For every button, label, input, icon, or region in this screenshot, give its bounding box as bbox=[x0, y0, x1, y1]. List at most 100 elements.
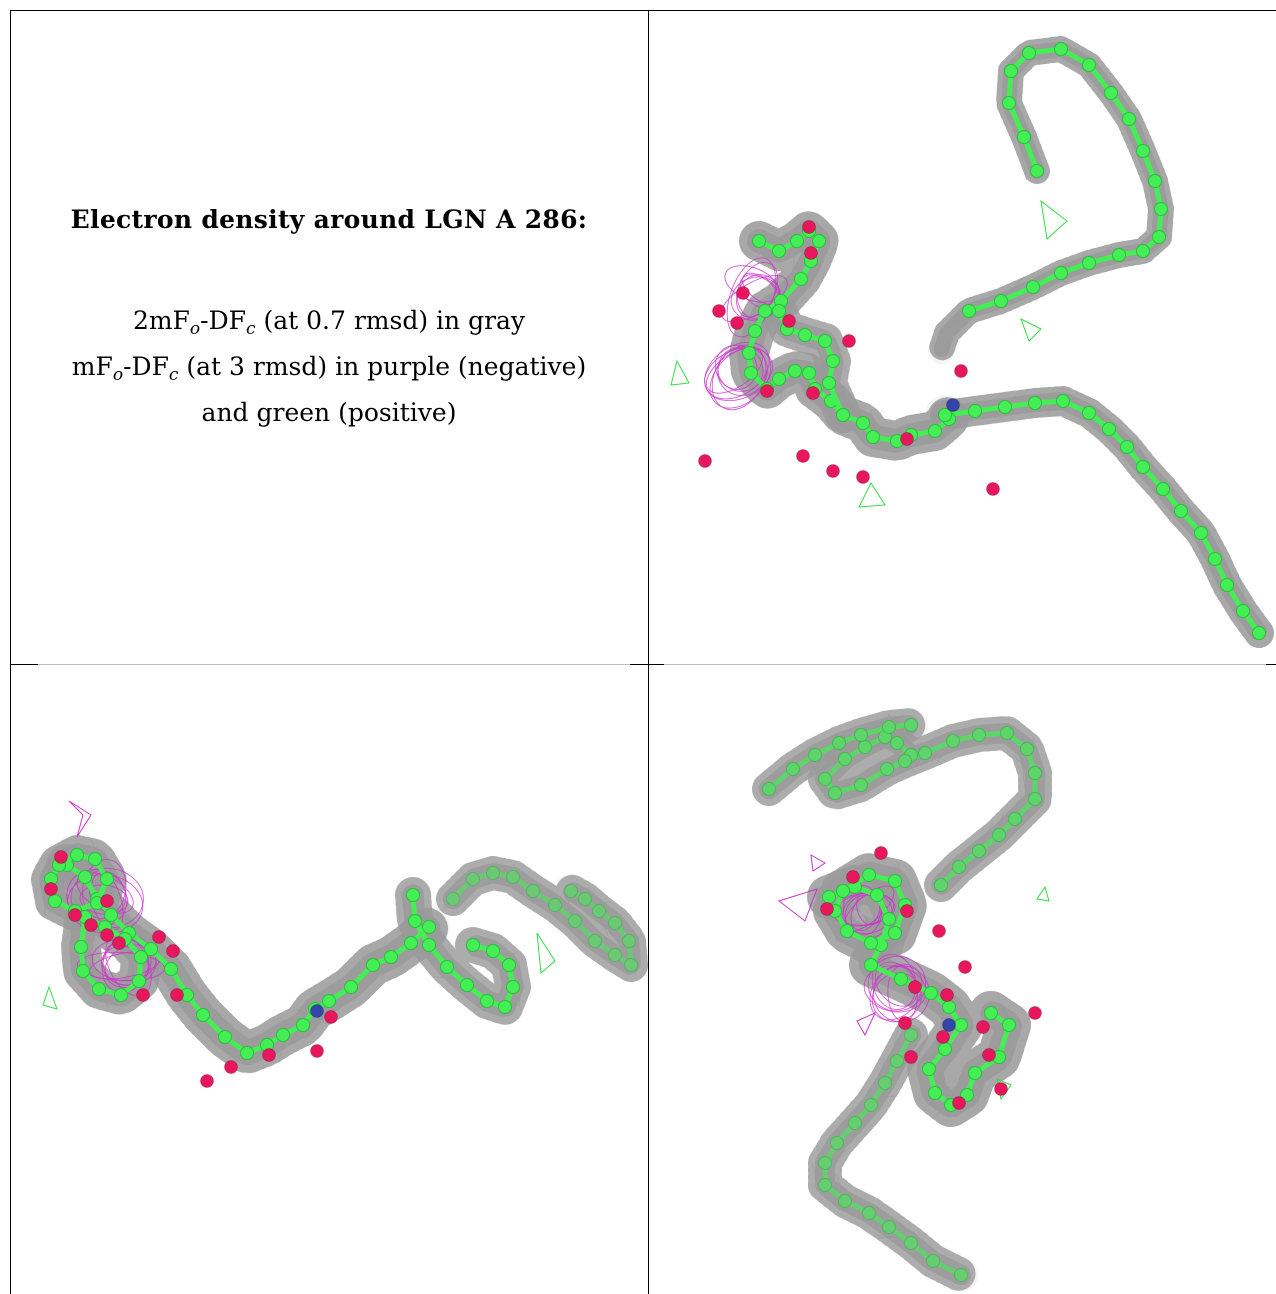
carbon-atom bbox=[1028, 766, 1042, 780]
carbon-atom bbox=[1104, 86, 1118, 100]
carbon-atom bbox=[276, 1028, 290, 1042]
carbon-atom bbox=[808, 748, 822, 762]
carbon-atom bbox=[608, 948, 622, 962]
carbon-atom bbox=[890, 1054, 904, 1068]
carbon-atom bbox=[1082, 256, 1096, 270]
carbon-atom bbox=[972, 844, 986, 858]
carbon-atom bbox=[1022, 46, 1036, 60]
oxygen-atom bbox=[736, 286, 750, 300]
carbon-atom bbox=[1028, 792, 1042, 806]
carbon-atom bbox=[994, 294, 1008, 308]
carbon-atom bbox=[486, 866, 500, 880]
carbon-atom bbox=[466, 938, 480, 952]
oxygen-atom bbox=[994, 1082, 1008, 1096]
carbon-atom bbox=[164, 962, 178, 976]
carbon-atom bbox=[134, 950, 148, 964]
mesh-strand bbox=[513, 972, 522, 974]
density-panel-top-right bbox=[649, 11, 1276, 664]
carbon-atom bbox=[608, 916, 622, 930]
mesh-wire-b bbox=[933, 41, 1169, 359]
oxygen-atom bbox=[954, 364, 968, 378]
mesh-strand bbox=[980, 1075, 984, 1092]
oxygen-atom bbox=[152, 930, 166, 944]
frame-left-border bbox=[10, 10, 11, 1294]
carbon-atom bbox=[70, 848, 84, 862]
oxygen-atom bbox=[166, 944, 180, 958]
nitrogen-atom bbox=[942, 1018, 956, 1032]
carbon-atom bbox=[1236, 604, 1250, 618]
carbon-atom bbox=[74, 940, 88, 954]
mesh-strand bbox=[940, 319, 959, 329]
carbon-atom bbox=[952, 860, 966, 874]
carbon-atom bbox=[894, 972, 908, 986]
carbon-atom bbox=[322, 994, 336, 1008]
carbon-atom bbox=[818, 334, 832, 348]
negative-density-wedge bbox=[856, 1012, 876, 1037]
carbon-atom bbox=[802, 366, 816, 380]
carbon-atom bbox=[1120, 440, 1134, 454]
oxygen-atom bbox=[100, 894, 114, 908]
carbon-atom bbox=[100, 872, 114, 886]
carbon-atom bbox=[1136, 144, 1150, 158]
carbon-atom bbox=[1026, 280, 1040, 294]
mesh-strand bbox=[400, 891, 409, 924]
atom-chain bbox=[74, 910, 148, 1002]
atom-chain bbox=[938, 394, 1266, 640]
carbon-atom bbox=[1030, 164, 1044, 178]
atom-chain bbox=[60, 858, 436, 1060]
carbon-atom bbox=[960, 1088, 974, 1102]
oxygen-atom bbox=[224, 1060, 238, 1074]
density-contour bbox=[842, 892, 893, 934]
carbon-atom bbox=[1208, 552, 1222, 566]
carbon-atom bbox=[748, 324, 762, 338]
carbon-atom bbox=[862, 1206, 876, 1220]
carbon-atom bbox=[92, 982, 106, 996]
carbon-atom bbox=[938, 408, 952, 422]
mesh-strand bbox=[810, 247, 828, 288]
carbon-atom bbox=[788, 364, 802, 378]
carbon-atom bbox=[1056, 394, 1070, 408]
carbon-atom bbox=[466, 872, 480, 886]
carbon-atom bbox=[404, 936, 418, 950]
mesh-strand bbox=[64, 919, 76, 943]
oxygen-atom bbox=[986, 482, 1000, 496]
carbon-atom bbox=[870, 888, 884, 902]
mesh-strand bbox=[1021, 765, 1028, 804]
carbon-atom bbox=[1102, 422, 1116, 436]
carbon-atom bbox=[568, 914, 582, 928]
carbon-atom bbox=[772, 372, 786, 386]
oxygen-atom bbox=[936, 1030, 950, 1044]
carbon-atom bbox=[864, 936, 878, 950]
carbon-atom bbox=[954, 1018, 968, 1032]
density-contour bbox=[704, 341, 770, 400]
atom-chain bbox=[962, 42, 1168, 318]
mesh-strand bbox=[443, 881, 468, 896]
carbon-atom bbox=[954, 1268, 968, 1282]
oxygen-atom bbox=[782, 314, 796, 328]
molecule-density-view-3 bbox=[752, 708, 1052, 1292]
carbon-atom bbox=[772, 304, 786, 318]
oxygen-atom bbox=[952, 1096, 966, 1110]
carbon-atom bbox=[1156, 482, 1170, 496]
divider-tick-right bbox=[1266, 664, 1276, 665]
carbon-atom bbox=[588, 934, 602, 948]
carbon-atom bbox=[924, 986, 938, 1000]
carbon-atom bbox=[1082, 406, 1096, 420]
carbon-atom bbox=[812, 234, 826, 248]
mesh-strand bbox=[39, 866, 53, 877]
oxygen-atom bbox=[84, 918, 98, 932]
mesh-strand bbox=[834, 366, 838, 374]
mesh-strand bbox=[934, 341, 938, 347]
density-contour bbox=[872, 965, 930, 1023]
mesh-strand bbox=[415, 938, 440, 971]
oxygen-atom bbox=[324, 1010, 338, 1024]
carbon-atom bbox=[344, 980, 358, 994]
carbon-atom bbox=[984, 1006, 998, 1020]
carbon-atom bbox=[880, 762, 894, 776]
carbon-atom bbox=[830, 1136, 844, 1150]
carbon-atom bbox=[856, 416, 870, 430]
carbon-atom bbox=[904, 1028, 918, 1042]
atom-chain bbox=[762, 718, 918, 796]
bond-path bbox=[822, 730, 1038, 888]
oxygen-atom bbox=[976, 1020, 990, 1034]
